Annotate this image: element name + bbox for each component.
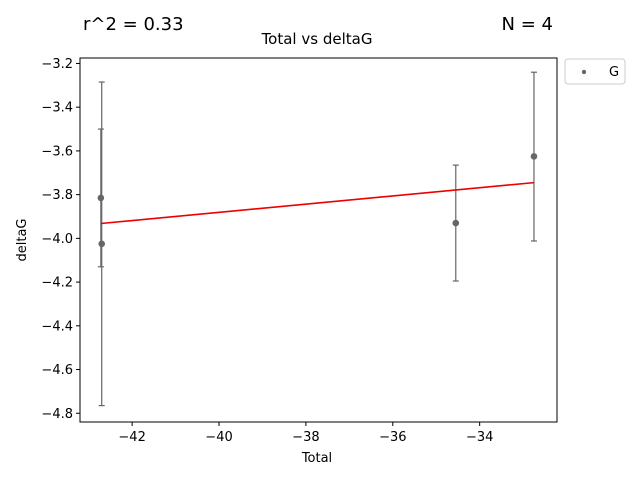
y-tick-label: −4.2 — [41, 276, 73, 291]
y-axis-label: deltaG — [15, 219, 30, 262]
legend-label-g: G — [609, 65, 619, 80]
y-tick-label: −3.4 — [41, 101, 73, 116]
y-tick-label: −4.0 — [41, 232, 73, 247]
y-tick-label: −4.4 — [41, 319, 73, 334]
r-squared-annotation: r^2 = 0.33 — [83, 14, 184, 35]
legend: G — [564, 58, 626, 85]
data-points — [97, 153, 538, 248]
y-axis-ticks: −4.8 −4.6 −4.4 −4.2 −4.0 −3.8 −3.6 −3.4 −3.2 — [41, 57, 80, 422]
y-tick-label: −3.6 — [41, 144, 73, 159]
y-tick-label: −3.2 — [41, 57, 73, 72]
fit-line — [100, 181, 535, 225]
x-tick-label: −34 — [466, 430, 493, 445]
data-point — [98, 240, 106, 248]
x-tick-label: −42 — [118, 430, 145, 445]
fit-line-group — [100, 181, 535, 225]
x-axis-ticks: −42 −40 −38 −36 −34 — [118, 422, 493, 445]
x-tick-label: −40 — [205, 430, 232, 445]
x-tick-label: −36 — [379, 430, 406, 445]
y-tick-label: −3.8 — [41, 188, 73, 203]
data-point — [530, 153, 538, 160]
n-annotation: N = 4 — [502, 14, 553, 35]
x-tick-label: −38 — [292, 430, 319, 445]
x-axis-label: Total — [301, 451, 332, 466]
legend-box — [564, 58, 626, 85]
data-point — [97, 194, 105, 202]
plot-area — [79, 57, 558, 423]
legend-marker — [581, 69, 587, 75]
y-tick-label: −4.8 — [41, 407, 73, 422]
y-tick-label: −4.6 — [41, 363, 73, 378]
data-point — [452, 219, 460, 227]
chart-title: Total vs deltaG — [261, 30, 373, 48]
